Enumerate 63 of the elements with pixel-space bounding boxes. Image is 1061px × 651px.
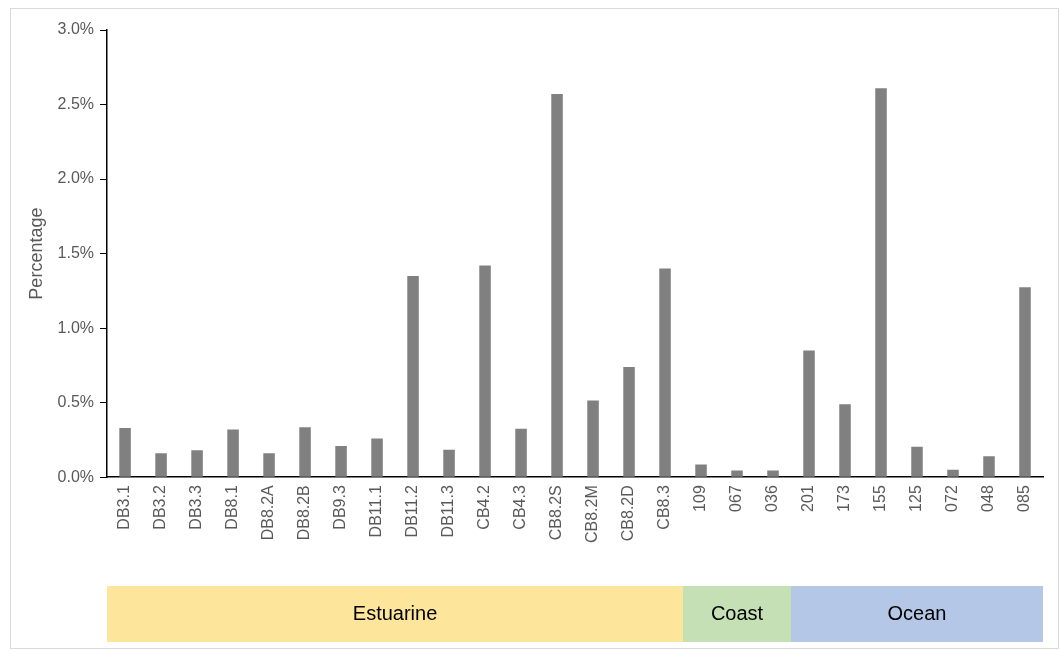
bar <box>947 469 959 477</box>
bar <box>587 400 599 477</box>
x-tick-label: DB8.2A <box>259 484 277 541</box>
x-tick-label: DB11.3 <box>439 485 457 538</box>
text: Ocean <box>887 601 947 624</box>
y-tick-label: 2.0% <box>57 169 95 187</box>
x-tick-label: DB3.1 <box>115 485 133 530</box>
bar <box>551 94 563 477</box>
bar <box>515 428 527 477</box>
y-tick-label: 0.5% <box>57 393 95 411</box>
x-tick-label: DB8.2B <box>295 485 313 541</box>
bar <box>623 366 635 477</box>
bar <box>911 446 923 477</box>
y-tick-label: 3.0% <box>57 20 95 38</box>
x-tick-label: DB11.2 <box>403 485 421 538</box>
x-tick-label: CB8.3 <box>655 485 673 530</box>
y-axis-title: Percentage <box>25 207 46 300</box>
bar <box>767 470 779 477</box>
bar <box>227 429 239 477</box>
bar <box>335 445 347 477</box>
bar <box>983 456 995 477</box>
x-tick-label: 067 <box>727 485 745 512</box>
bar <box>875 88 887 477</box>
x-tick-label: 125 <box>907 485 925 512</box>
y-tick-label: 0.0% <box>57 467 95 485</box>
x-tick-label: CB4.2 <box>475 485 493 530</box>
bar <box>695 464 707 477</box>
y-tick-label: 1.5% <box>57 244 95 262</box>
x-tick-label: DB3.2 <box>151 485 169 530</box>
text: Estuarine <box>352 601 438 624</box>
bar <box>659 268 671 477</box>
bar <box>479 265 491 477</box>
bar <box>443 449 455 477</box>
x-tick-label: 085 <box>1015 485 1033 512</box>
x-tick-label: 173 <box>835 485 853 512</box>
bar <box>1019 287 1031 477</box>
x-tick-label: DB11.1 <box>367 485 385 538</box>
bar <box>191 450 203 477</box>
x-tick-label: DB9.3 <box>331 485 349 530</box>
x-tick-label: 048 <box>979 485 997 512</box>
x-tick-label: DB3.3 <box>187 485 205 530</box>
bar <box>839 404 851 477</box>
x-tick-label: CB8.2S <box>547 485 565 541</box>
x-tick-label: CB8.2M <box>583 485 601 543</box>
y-tick-label: 1.0% <box>57 318 95 336</box>
x-tick-label: CB4.3 <box>511 485 529 530</box>
bar <box>263 453 275 477</box>
x-tick-label: 072 <box>943 485 961 512</box>
y-tick-label: 2.5% <box>57 94 95 112</box>
bar <box>299 427 311 477</box>
x-tick-label: 155 <box>871 485 889 512</box>
x-tick-label: 109 <box>691 485 709 512</box>
text: Coast <box>710 601 764 624</box>
bar <box>371 438 383 477</box>
bar <box>803 350 815 477</box>
bar <box>155 453 167 477</box>
bar <box>119 428 131 477</box>
x-tick-label: CB8.2D <box>619 485 637 542</box>
x-tick-label: 201 <box>799 485 817 512</box>
bar <box>731 470 743 477</box>
bar <box>407 275 419 477</box>
x-tick-label: 036 <box>763 485 781 512</box>
x-tick-label: DB8.1 <box>223 485 241 530</box>
